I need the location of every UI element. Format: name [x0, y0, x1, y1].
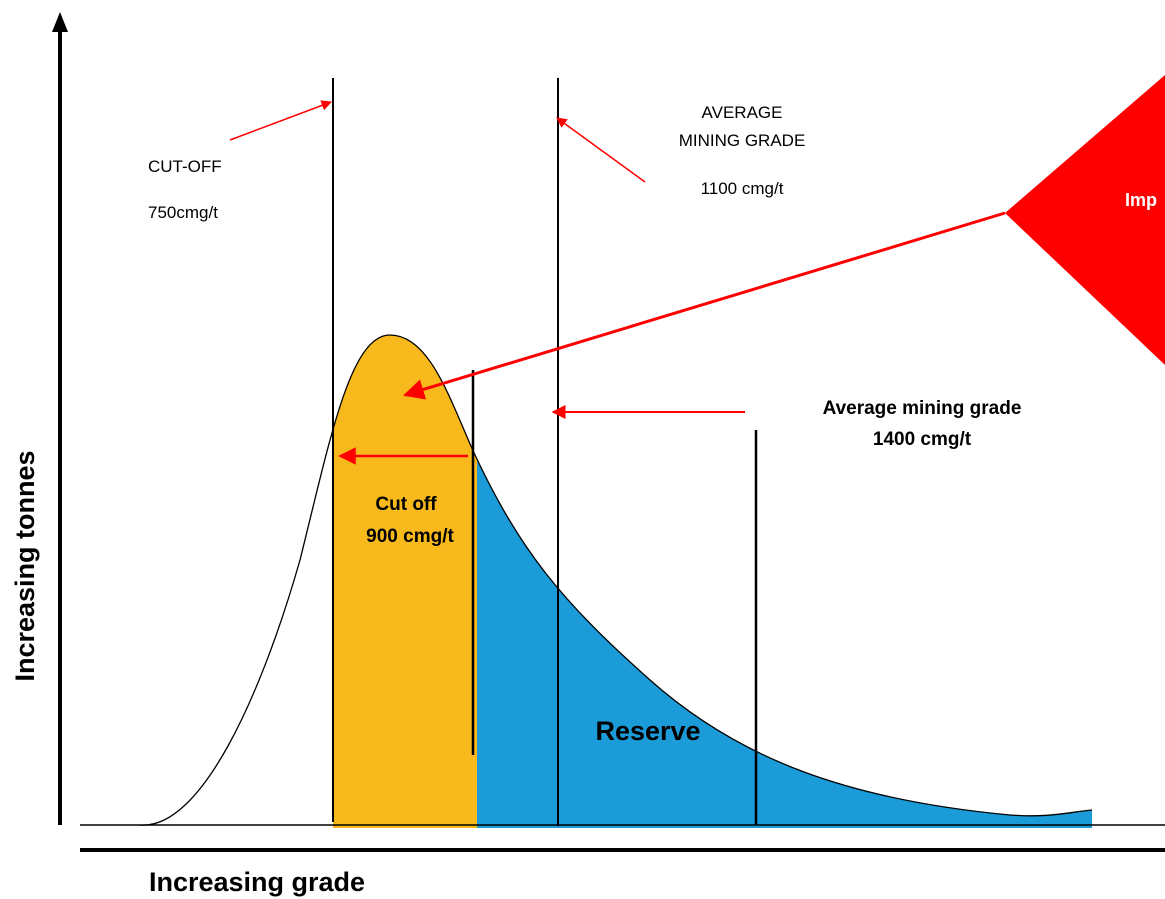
- callout-shape: [1005, 75, 1165, 365]
- label: AVERAGE: [702, 103, 783, 122]
- label: 1100 cmg/t: [701, 179, 784, 198]
- label: 750cmg/t: [148, 203, 218, 222]
- label: CUT-OFF: [148, 157, 222, 176]
- y-arrowhead: [52, 12, 68, 32]
- fills: [333, 335, 1092, 828]
- arrow: [556, 117, 646, 183]
- label: MINING GRADE: [679, 131, 806, 150]
- arrow: [229, 100, 332, 141]
- label: 900 cmg/t: [366, 526, 454, 547]
- arrow: [402, 211, 1006, 400]
- distribution-curve: [139, 334, 1093, 826]
- callout-text: Imp: [1125, 190, 1157, 210]
- x-axis-label: Increasing grade: [149, 867, 365, 897]
- orange-area: [333, 335, 477, 828]
- label: 1400 cmg/t: [873, 429, 972, 450]
- reserve-area: [477, 335, 1092, 828]
- y-axis-label: Increasing tonnes: [10, 450, 40, 681]
- label: Cut off: [375, 494, 437, 515]
- reserve-label: Reserve: [595, 716, 700, 746]
- label: Average mining grade: [823, 398, 1022, 419]
